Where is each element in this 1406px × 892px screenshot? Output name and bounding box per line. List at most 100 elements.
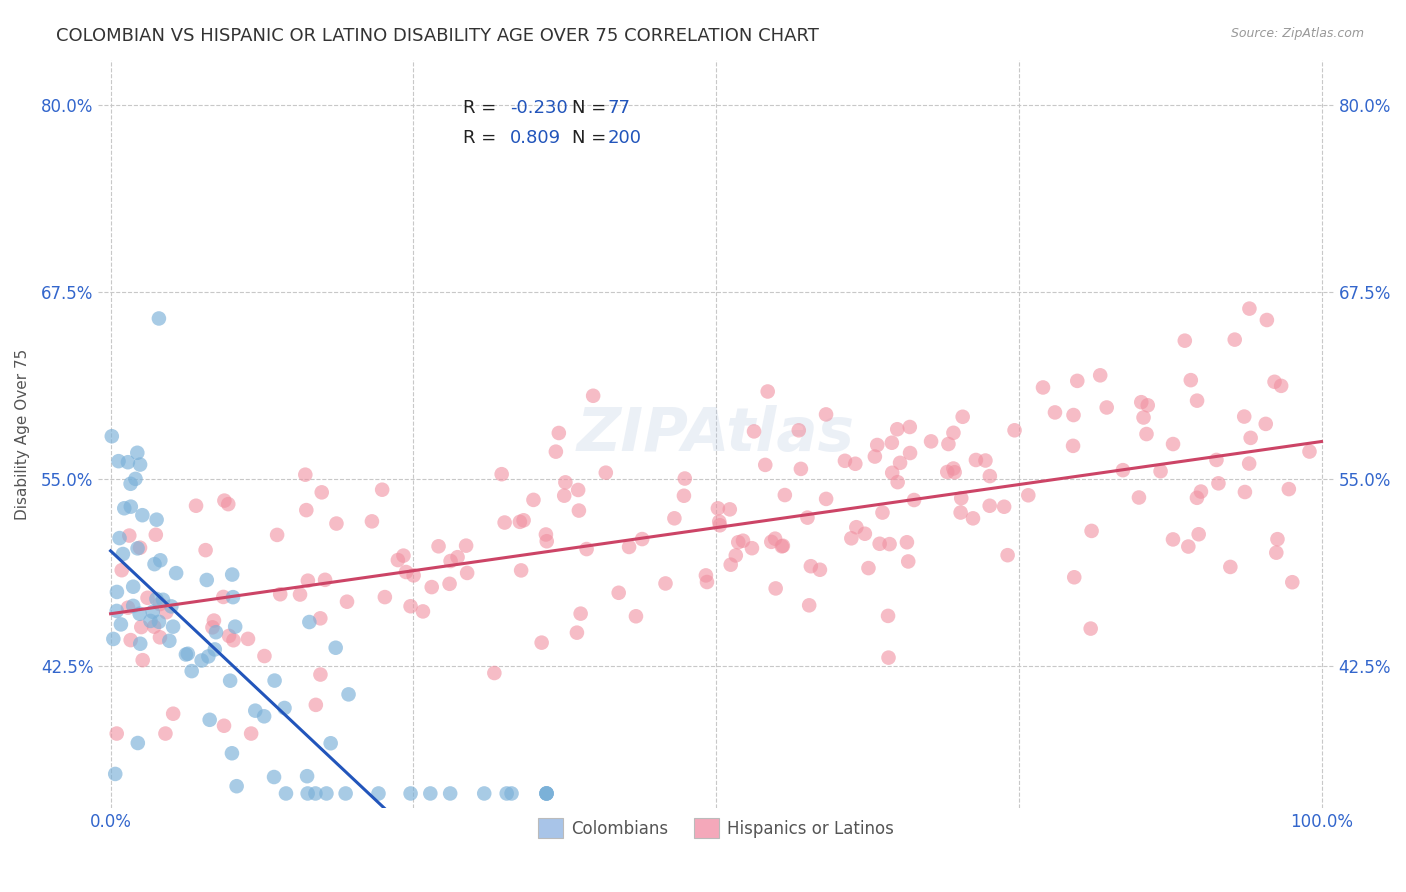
Point — [120, 633, 142, 648]
Point — [315, 787, 337, 801]
Point — [1270, 379, 1292, 393]
Point — [595, 466, 617, 480]
Point — [1017, 488, 1039, 502]
Point — [245, 704, 267, 718]
Point — [761, 534, 783, 549]
Point — [1237, 457, 1260, 471]
Point — [920, 434, 942, 449]
Point — [886, 475, 908, 490]
Point — [145, 591, 167, 606]
Point — [672, 489, 695, 503]
Point — [309, 611, 332, 625]
Point — [494, 516, 516, 530]
Point — [309, 667, 332, 681]
Text: R =: R = — [463, 99, 502, 117]
Point — [160, 599, 183, 614]
Point — [143, 557, 166, 571]
Point — [844, 457, 866, 471]
Point — [727, 535, 749, 549]
Point — [547, 425, 569, 440]
Point — [155, 605, 177, 619]
Point — [896, 535, 918, 549]
Point — [544, 444, 567, 458]
Point — [536, 787, 558, 801]
Point — [253, 709, 276, 723]
Point — [565, 625, 588, 640]
Point — [314, 573, 336, 587]
Point — [863, 450, 886, 464]
Point — [1004, 423, 1026, 437]
Point — [834, 454, 856, 468]
Point — [337, 687, 360, 701]
Point — [607, 586, 630, 600]
Point — [530, 635, 553, 649]
Point — [319, 736, 342, 750]
Point — [1256, 313, 1278, 327]
Point — [673, 471, 696, 485]
Point — [148, 615, 170, 629]
Point — [1188, 527, 1211, 541]
Point — [212, 590, 235, 604]
Point — [136, 591, 159, 605]
Point — [942, 425, 965, 440]
Point — [266, 528, 288, 542]
Point — [419, 787, 441, 801]
Point — [790, 462, 813, 476]
Point — [129, 541, 152, 555]
Point — [1180, 373, 1202, 387]
Point — [936, 465, 959, 479]
Point — [197, 649, 219, 664]
Point — [886, 422, 908, 436]
Point — [395, 565, 418, 579]
Point — [129, 620, 152, 634]
Point — [142, 605, 165, 619]
Point — [128, 607, 150, 621]
Point — [122, 599, 145, 613]
Point — [763, 532, 786, 546]
Point — [439, 787, 461, 801]
Point — [742, 425, 765, 439]
Point — [198, 713, 221, 727]
Point — [108, 531, 131, 545]
Point — [724, 549, 747, 563]
Point — [841, 531, 863, 545]
Point — [214, 493, 236, 508]
Point — [149, 630, 172, 644]
Point — [127, 541, 149, 556]
Point — [374, 590, 396, 604]
Point — [1281, 575, 1303, 590]
Point — [974, 453, 997, 467]
Point — [240, 726, 263, 740]
Point — [495, 787, 517, 801]
Point — [222, 590, 245, 604]
Point — [1080, 622, 1102, 636]
Point — [205, 625, 228, 640]
Point — [800, 559, 823, 574]
Point — [456, 566, 478, 580]
Point — [174, 648, 197, 662]
Point — [263, 673, 285, 688]
Point — [1128, 491, 1150, 505]
Point — [371, 483, 394, 497]
Point — [297, 574, 319, 588]
Point — [392, 549, 415, 563]
Point — [103, 632, 125, 646]
Point — [107, 454, 129, 468]
Point — [111, 547, 134, 561]
Point — [624, 609, 647, 624]
Point — [446, 550, 468, 565]
Point — [295, 503, 318, 517]
Point — [877, 608, 900, 623]
Point — [1223, 333, 1246, 347]
Point — [117, 455, 139, 469]
Point — [111, 563, 134, 577]
Point — [1233, 409, 1256, 424]
Point — [294, 467, 316, 482]
Legend: Colombians, Hispanics or Latinos: Colombians, Hispanics or Latinos — [531, 812, 901, 845]
Point — [152, 592, 174, 607]
Point — [165, 566, 187, 580]
Point — [184, 499, 207, 513]
Point — [212, 719, 235, 733]
Point — [796, 510, 818, 524]
Point — [869, 537, 891, 551]
